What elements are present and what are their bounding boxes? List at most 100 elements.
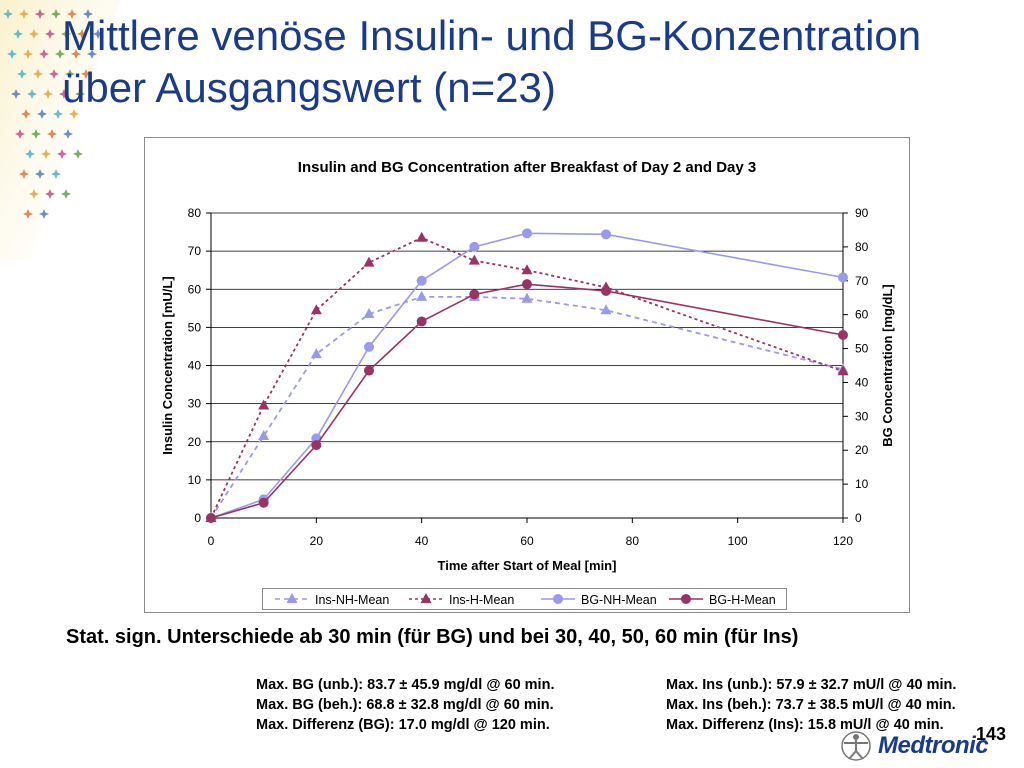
star-icon: [17, 69, 27, 79]
star-icon: [13, 29, 23, 39]
x-tick-label: 80: [626, 534, 640, 548]
star-icon: [19, 9, 29, 19]
data-point: [416, 290, 428, 301]
star-icon: [3, 9, 13, 19]
y-right-tick-label: 90: [855, 206, 869, 220]
ins-stat-line: Max. Ins (beh.): 73.7 ± 38.5 mU/l @ 40 m…: [666, 697, 956, 713]
star-icon: [83, 9, 93, 19]
star-icon: [67, 9, 77, 19]
y-right-tick-label: 0: [855, 511, 862, 525]
star-icon: [29, 29, 39, 39]
data-point: [469, 289, 480, 300]
data-point: [364, 365, 374, 376]
star-icon: [59, 89, 69, 99]
legend-swatch-marker: [681, 594, 691, 604]
data-point: [206, 513, 216, 523]
significance-note: Stat. sign. Unterschiede ab 30 min (für …: [66, 626, 799, 648]
star-icon: [37, 109, 47, 119]
y-left-tick-label: 80: [188, 206, 202, 220]
star-icon: [29, 189, 39, 199]
legend-label: BG-NH-Mean: [581, 593, 657, 607]
star-icon: [51, 9, 61, 19]
x-tick-label: 100: [728, 534, 748, 548]
data-point: [416, 231, 428, 242]
data-point: [311, 440, 322, 451]
legend-label: BG-H-Mean: [709, 593, 776, 607]
star-icon: [63, 129, 73, 139]
legend-swatch-marker: [553, 594, 563, 604]
data-point: [364, 341, 374, 352]
star-icon: [25, 149, 35, 159]
y-left-tick-label: 30: [188, 397, 202, 411]
x-tick-label: 0: [208, 534, 215, 548]
star-icon: [7, 49, 17, 59]
star-icon: [73, 149, 83, 159]
series-BG-H-Mean: [206, 279, 848, 523]
data-point: [838, 330, 848, 340]
logo-figure-icon: [841, 731, 871, 761]
series-Ins-NH-Mean: [205, 290, 849, 522]
bg-stat-line: Max. Differenz (BG): 17.0 mg/dl @ 120 mi…: [256, 717, 550, 733]
decorative-star-pattern: [0, 0, 120, 260]
chart-frame: Insulin and BG Concentration after Break…: [144, 137, 910, 613]
star-icon: [11, 89, 21, 99]
data-point: [416, 316, 427, 327]
star-icon: [19, 169, 29, 179]
star-icon: [57, 149, 67, 159]
x-tick-label: 120: [833, 534, 853, 548]
star-icon: [87, 49, 97, 59]
data-point: [310, 348, 322, 359]
data-point: [363, 256, 375, 267]
data-point: [838, 272, 848, 283]
star-icon: [45, 189, 55, 199]
legend-swatch-marker: [420, 593, 432, 603]
star-icon: [45, 29, 55, 39]
series-Ins-H-Mean: [205, 231, 849, 522]
data-point: [601, 285, 611, 296]
slide-title-line-1: Mittlere venöse Insulin- und BG-Konzentr…: [62, 12, 922, 59]
page-number: 143: [976, 724, 1007, 744]
data-point: [521, 292, 533, 303]
x-tick-label: 60: [520, 534, 534, 548]
data-point: [258, 497, 269, 508]
y-right-tick-label: 30: [855, 409, 869, 423]
star-icon: [61, 29, 71, 39]
x-tick-label: 20: [310, 534, 324, 548]
star-icon: [39, 209, 49, 219]
bg-stats: Max. BG (unb.): 83.7 ± 45.9 mg/dl @ 60 m…: [256, 675, 554, 735]
star-icon: [55, 49, 65, 59]
star-icon: [47, 129, 57, 139]
y-right-tick-label: 50: [855, 342, 869, 356]
ins-stat-line: Max. Ins (unb.): 57.9 ± 32.7 mU/l @ 40 m…: [666, 677, 957, 693]
slide-title: Mittlere venöse Insulin- und BG-Konzentr…: [62, 10, 1012, 114]
legend-swatch-marker: [286, 593, 298, 603]
chart-title: Insulin and BG Concentration after Break…: [298, 159, 756, 176]
data-point: [522, 228, 532, 239]
star-icon: [81, 69, 91, 79]
y-right-tick-label: 80: [855, 240, 869, 254]
y-right-tick-label: 60: [855, 308, 869, 322]
y-right-tick-label: 20: [855, 443, 869, 457]
star-icon: [75, 89, 85, 99]
data-point: [468, 254, 480, 265]
star-icon: [35, 9, 45, 19]
data-point: [601, 229, 611, 240]
star-icon: [15, 129, 25, 139]
star-icon: [35, 169, 45, 179]
star-icon: [51, 169, 61, 179]
data-point: [416, 275, 427, 286]
x-tick-label: 40: [415, 534, 429, 548]
data-point: [600, 304, 612, 315]
data-point: [258, 430, 270, 441]
star-icon: [39, 49, 49, 59]
y-right-axis-label: BG Concentration [mg/dL]: [880, 284, 895, 447]
y-left-tick-label: 70: [188, 244, 202, 258]
data-point: [522, 279, 532, 290]
y-right-tick-label: 70: [855, 274, 869, 288]
data-point: [310, 304, 322, 315]
legend-label: Ins-NH-Mean: [315, 593, 389, 607]
star-icon: [49, 69, 59, 79]
star-icon: [21, 109, 31, 119]
data-point: [258, 399, 270, 410]
slide-title-line-2: über Ausgangswert (n=23): [62, 64, 556, 111]
